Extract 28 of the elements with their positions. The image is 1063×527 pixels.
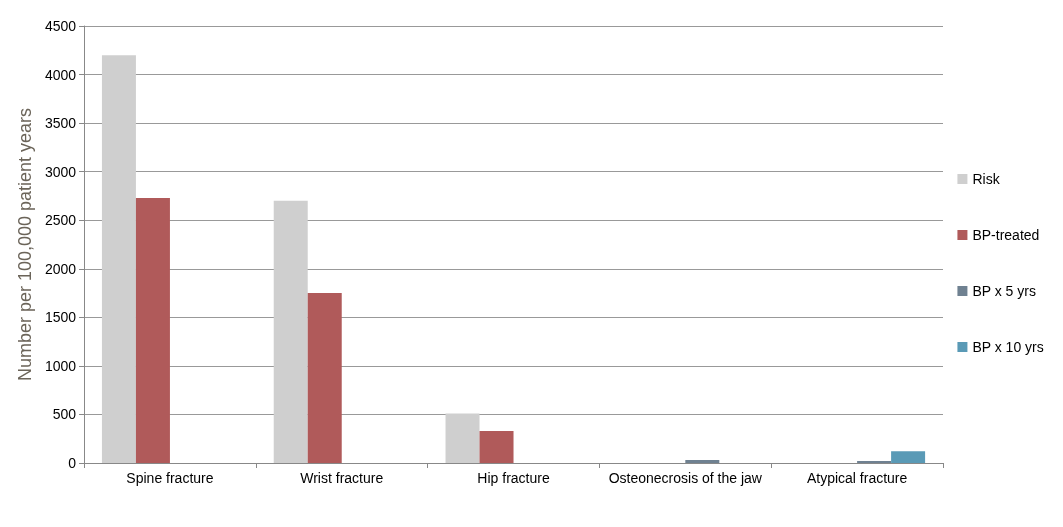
bar [891, 451, 926, 463]
y-tick-label: 3000 [44, 163, 77, 180]
y-tick-label: 500 [52, 406, 77, 423]
y-tick-label: 4000 [44, 66, 77, 83]
x-tick-label: Osteonecrosis of the jaw [608, 470, 763, 486]
y-tick-label: 3500 [44, 115, 77, 132]
y-axis-title: Number per 100,000 patient years [15, 107, 35, 382]
x-tick-label: Spine fracture [126, 470, 214, 486]
x-tick-label: Wrist fracture [300, 470, 384, 486]
y-tick-label: 0 [68, 455, 77, 471]
x-tick-label: Atypical fracture [806, 470, 908, 486]
y-tick-label: 1500 [44, 309, 77, 326]
y-tick-label: 2500 [44, 212, 77, 229]
legend-label: BP x 5 yrs [972, 283, 1036, 299]
legend-label: BP x 10 yrs [972, 339, 1044, 355]
legend-label: Risk [972, 171, 1001, 187]
y-tick-label: 2000 [44, 260, 77, 277]
bar [101, 55, 136, 463]
x-tick-label: Hip fracture [477, 470, 550, 486]
bar [307, 293, 342, 463]
bar [479, 430, 514, 463]
bar [445, 413, 480, 463]
y-tick-label: 4500 [44, 18, 77, 34]
bar [685, 460, 720, 463]
y-tick-label: 1000 [44, 357, 77, 374]
bar [135, 197, 170, 463]
bar [273, 200, 308, 463]
legend-label: BP-treated [972, 227, 1040, 243]
